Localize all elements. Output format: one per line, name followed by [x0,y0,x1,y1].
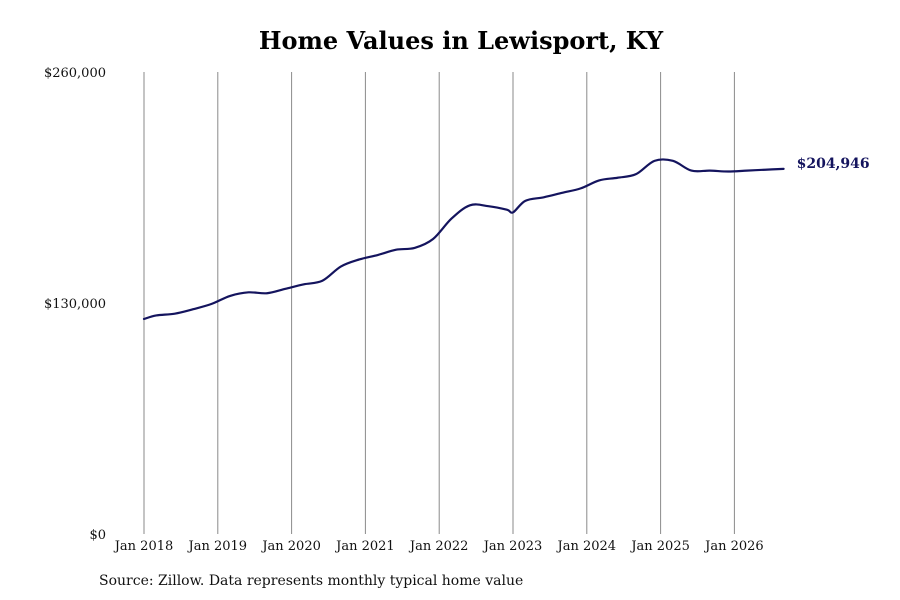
grid-layer [143,72,735,534]
x-tick-label: Jan 2023 [482,539,543,554]
y-tick-label: $130,000 [44,297,106,312]
series-layer [142,158,785,321]
y-tick-label: $260,000 [44,66,106,81]
x-tick-label: Jan 2025 [629,539,690,554]
home-value-line [142,158,785,321]
x-tick-label: Jan 2022 [408,539,469,554]
x-tick-label: Jan 2018 [113,539,174,554]
y-tick-label: $0 [89,528,106,543]
x-tick-label: Jan 2024 [556,539,617,554]
latest-value-label: $204,946 [797,156,870,172]
x-tick-label: Jan 2019 [187,539,248,554]
x-axis-ticks: Jan 2018 Jan 2019 Jan 2020 Jan 2021 Jan 2022… [113,539,764,554]
y-axis-ticks: $0 $130,000 $260,000 [44,66,106,543]
x-tick-label: Jan 2021 [334,539,395,554]
x-tick-label: Jan 2026 [703,539,764,554]
source-note: Source: Zillow. Data represents monthly … [99,573,524,589]
x-tick-label: Jan 2020 [260,539,321,554]
chart-title: Home Values in Lewisport, KY [258,26,664,55]
